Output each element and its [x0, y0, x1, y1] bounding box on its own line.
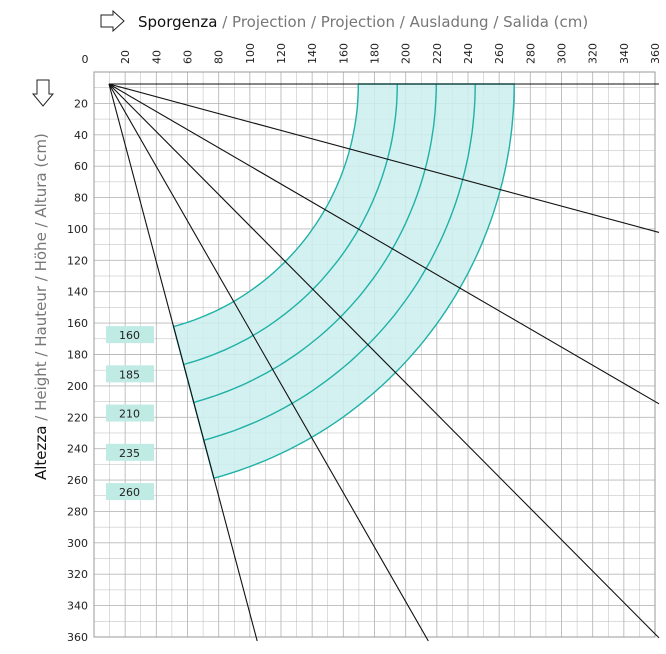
projection-axis-title: Sporgenza / Projection / Projection / Au… [138, 13, 588, 31]
x-tick-label: 20 [119, 50, 132, 64]
y-tick-label: 120 [67, 254, 88, 267]
arm-arc-210 [193, 83, 437, 404]
arm-label-box [106, 404, 154, 422]
plot-frame [93, 71, 656, 638]
x-tick-label: 120 [275, 43, 288, 64]
arm-arc-160 [173, 84, 359, 328]
x-tick-labels: 20 40 60 80 100 120 140 160 180 200 220 240 260 280 30… [119, 43, 662, 64]
height-title-rest: / Height / Hauteur / Höhe / Altura (cm) [32, 133, 50, 425]
arm-label-160: 160 [119, 329, 140, 342]
arm-labels: 160 185 210 235 260 [106, 326, 154, 501]
arm-label-box [106, 443, 154, 461]
y-tick-label: 300 [67, 537, 88, 550]
y-tick-label: 360 [67, 631, 88, 644]
y-tick-label: 100 [67, 223, 88, 236]
x-tick-label: 160 [337, 43, 350, 64]
arm-label-210: 210 [119, 408, 140, 421]
angle-lines [108, 83, 660, 642]
arm-label-235: 235 [119, 447, 140, 460]
arm-arc-260 [213, 83, 515, 479]
x-tick-label: 280 [524, 43, 537, 64]
x-tick-label: 320 [587, 43, 600, 64]
arm-arc-185 [183, 83, 398, 366]
arm-label-185: 185 [119, 368, 140, 381]
arm-label-box [106, 326, 154, 344]
arm-zone [172, 83, 515, 479]
y-tick-label: 160 [67, 317, 88, 330]
x-tick-label: 80 [213, 50, 226, 64]
x-tick-label: 140 [306, 43, 319, 64]
angle-line-30 [108, 83, 429, 642]
y-tick-label: 140 [67, 286, 88, 299]
y-tick-label: 260 [67, 474, 88, 487]
x-tick-label: 240 [462, 43, 475, 64]
projection-title-main: Sporgenza [138, 13, 217, 31]
angle-line-75 [108, 83, 660, 233]
height-title-main: Altezza [32, 426, 50, 480]
x-tick-label: 100 [244, 43, 257, 64]
x-tick-label: 60 [182, 50, 195, 64]
y-tick-label: 200 [67, 380, 88, 393]
y-tick-label: 340 [67, 600, 88, 613]
y-tick-label: 240 [67, 443, 88, 456]
x-tick-label: 340 [618, 43, 631, 64]
arrow-right-icon [100, 9, 125, 33]
x-tick-label: 40 [150, 50, 163, 64]
x-tick-label: 220 [431, 43, 444, 64]
y-tick-label: 20 [74, 97, 88, 110]
x-tick-label: 360 [649, 43, 662, 64]
x-tick-label: 300 [556, 43, 569, 64]
origin-label: 0 [82, 53, 89, 66]
height-axis-title: Altezza / Height / Hauteur / Höhe / Altu… [32, 133, 50, 480]
y-tick-label: 280 [67, 505, 88, 518]
y-tick-label: 60 [74, 160, 88, 173]
angle-line-60 [108, 83, 660, 405]
y-tick-label: 80 [74, 192, 88, 205]
y-tick-label: 40 [74, 129, 88, 142]
x-tick-label: 200 [400, 43, 413, 64]
arm-label-260: 260 [119, 486, 140, 499]
y-tick-label: 180 [67, 349, 88, 362]
arm-label-box [106, 483, 154, 501]
arm-arc-235 [203, 83, 476, 441]
angle-line-15 [108, 83, 258, 642]
x-tick-label: 180 [369, 43, 382, 64]
arm-label-box [106, 365, 154, 383]
y-tick-label: 220 [67, 411, 88, 424]
projection-title-rest: / Projection / Projection / Ausladung / … [217, 13, 588, 31]
y-tick-labels: 20 40 60 80 100 120 140 160 180 200 220 240 260 280 30… [67, 97, 88, 644]
y-tick-label: 320 [67, 568, 88, 581]
x-tick-label: 260 [493, 43, 506, 64]
arm-zone-fill [173, 84, 515, 479]
angle-line-45 [108, 83, 660, 639]
arrow-down-icon [31, 79, 55, 107]
